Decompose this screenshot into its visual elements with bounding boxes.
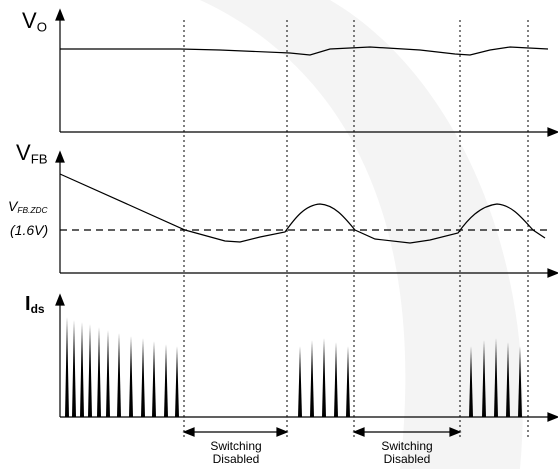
ids-y-arrow — [55, 293, 65, 306]
threshold-name-subscript: FB.ZDC — [17, 205, 48, 216]
ids-pulse — [469, 346, 473, 417]
disabled-arrow-2-right-head — [449, 427, 462, 437]
ids-pulse — [152, 341, 156, 417]
ids-pulse — [65, 317, 69, 417]
vfb-threshold-value: (1.6V) — [10, 222, 49, 238]
threshold-name-main: V — [8, 198, 18, 214]
ids-pulse — [72, 320, 76, 417]
ids-label: Ids — [25, 293, 45, 316]
vfb-label-subscript: FB — [30, 151, 48, 167]
vo-label-subscript: O — [36, 19, 47, 35]
ids-label-subscript: ds — [30, 302, 45, 316]
vfb-y-arrow — [55, 150, 65, 163]
ids-pulse-group-1 — [65, 317, 179, 417]
ids-pulse — [97, 327, 101, 417]
annotation-1-line1: Switching — [210, 439, 262, 453]
ids-pulse — [334, 342, 338, 417]
watermark-shape — [200, 0, 523, 469]
ids-pulse — [88, 324, 92, 417]
ids-pulse — [346, 346, 350, 417]
switching-disabled-annotation-2: Switching Disabled — [367, 440, 447, 466]
vo-label-main: V — [22, 8, 37, 33]
vo-x-arrow — [547, 127, 558, 137]
annotation-2-line1: Switching — [381, 439, 433, 453]
ids-pulse — [494, 338, 498, 417]
ids-pulse — [506, 342, 510, 417]
disabled-arrow-1-left-head — [182, 427, 195, 437]
ids-pulse — [80, 322, 84, 417]
ids-pulse — [518, 346, 522, 417]
vo-y-arrow — [55, 8, 65, 21]
vfb-waveform — [59, 173, 546, 244]
vfb-label: VFB — [16, 140, 48, 166]
ids-pulse-group-3 — [469, 338, 522, 417]
ids-pulse-group-2 — [298, 338, 350, 417]
ids-pulse — [164, 344, 168, 417]
ids-pulse — [117, 333, 121, 417]
ids-pulse — [482, 340, 486, 417]
annotation-2-line2: Disabled — [383, 452, 431, 466]
switching-disabled-annotation-1: Switching Disabled — [196, 440, 276, 466]
vo-waveform — [60, 46, 549, 56]
disabled-arrow-2-left-head — [352, 427, 365, 437]
ids-label-main: I — [25, 293, 31, 315]
ids-pulse — [141, 338, 145, 417]
ids-pulse — [298, 346, 302, 417]
vfb-x-arrow — [547, 268, 558, 278]
annotation-1-line2: Disabled — [212, 452, 260, 466]
ids-pulse — [310, 340, 314, 417]
vfb-label-main: V — [16, 140, 31, 165]
ids-pulse — [175, 346, 179, 417]
ids-pulse — [106, 330, 110, 417]
ids-pulse — [129, 336, 133, 417]
ids-x-arrow — [547, 412, 558, 422]
disabled-arrow-1-right-head — [276, 427, 289, 437]
vo-label: VO — [22, 8, 47, 34]
vfb-threshold-name: VFB.ZDC — [8, 198, 48, 215]
ids-pulse — [322, 338, 326, 417]
